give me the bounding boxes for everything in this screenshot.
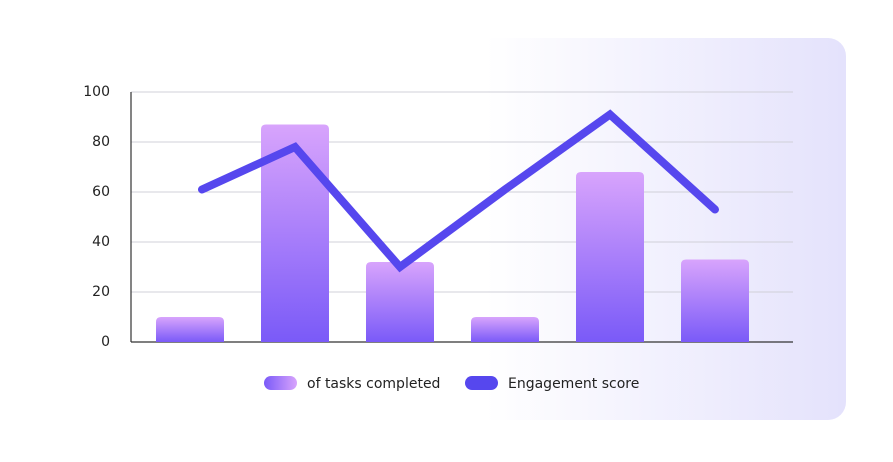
bar <box>576 172 644 342</box>
legend-label: of tasks completed <box>307 376 440 392</box>
bar <box>261 124 329 342</box>
y-tick-label: 40 <box>92 234 110 250</box>
plot: 0 20 40 60 80 100 of tasks completed Engagement… <box>83 84 793 392</box>
y-tick-label: 60 <box>92 184 110 200</box>
bar <box>156 317 224 342</box>
legend-swatch <box>264 376 297 390</box>
y-tick-label: 100 <box>83 84 110 100</box>
line <box>198 109 719 273</box>
bar <box>681 259 749 342</box>
y-tick-label: 0 <box>101 334 110 350</box>
legend-label: Engagement score <box>508 376 639 392</box>
bar <box>471 317 539 342</box>
legend-swatch <box>465 376 498 390</box>
y-tick-label: 20 <box>92 284 110 300</box>
y-tick-label: 80 <box>92 134 110 150</box>
bar <box>366 262 434 342</box>
